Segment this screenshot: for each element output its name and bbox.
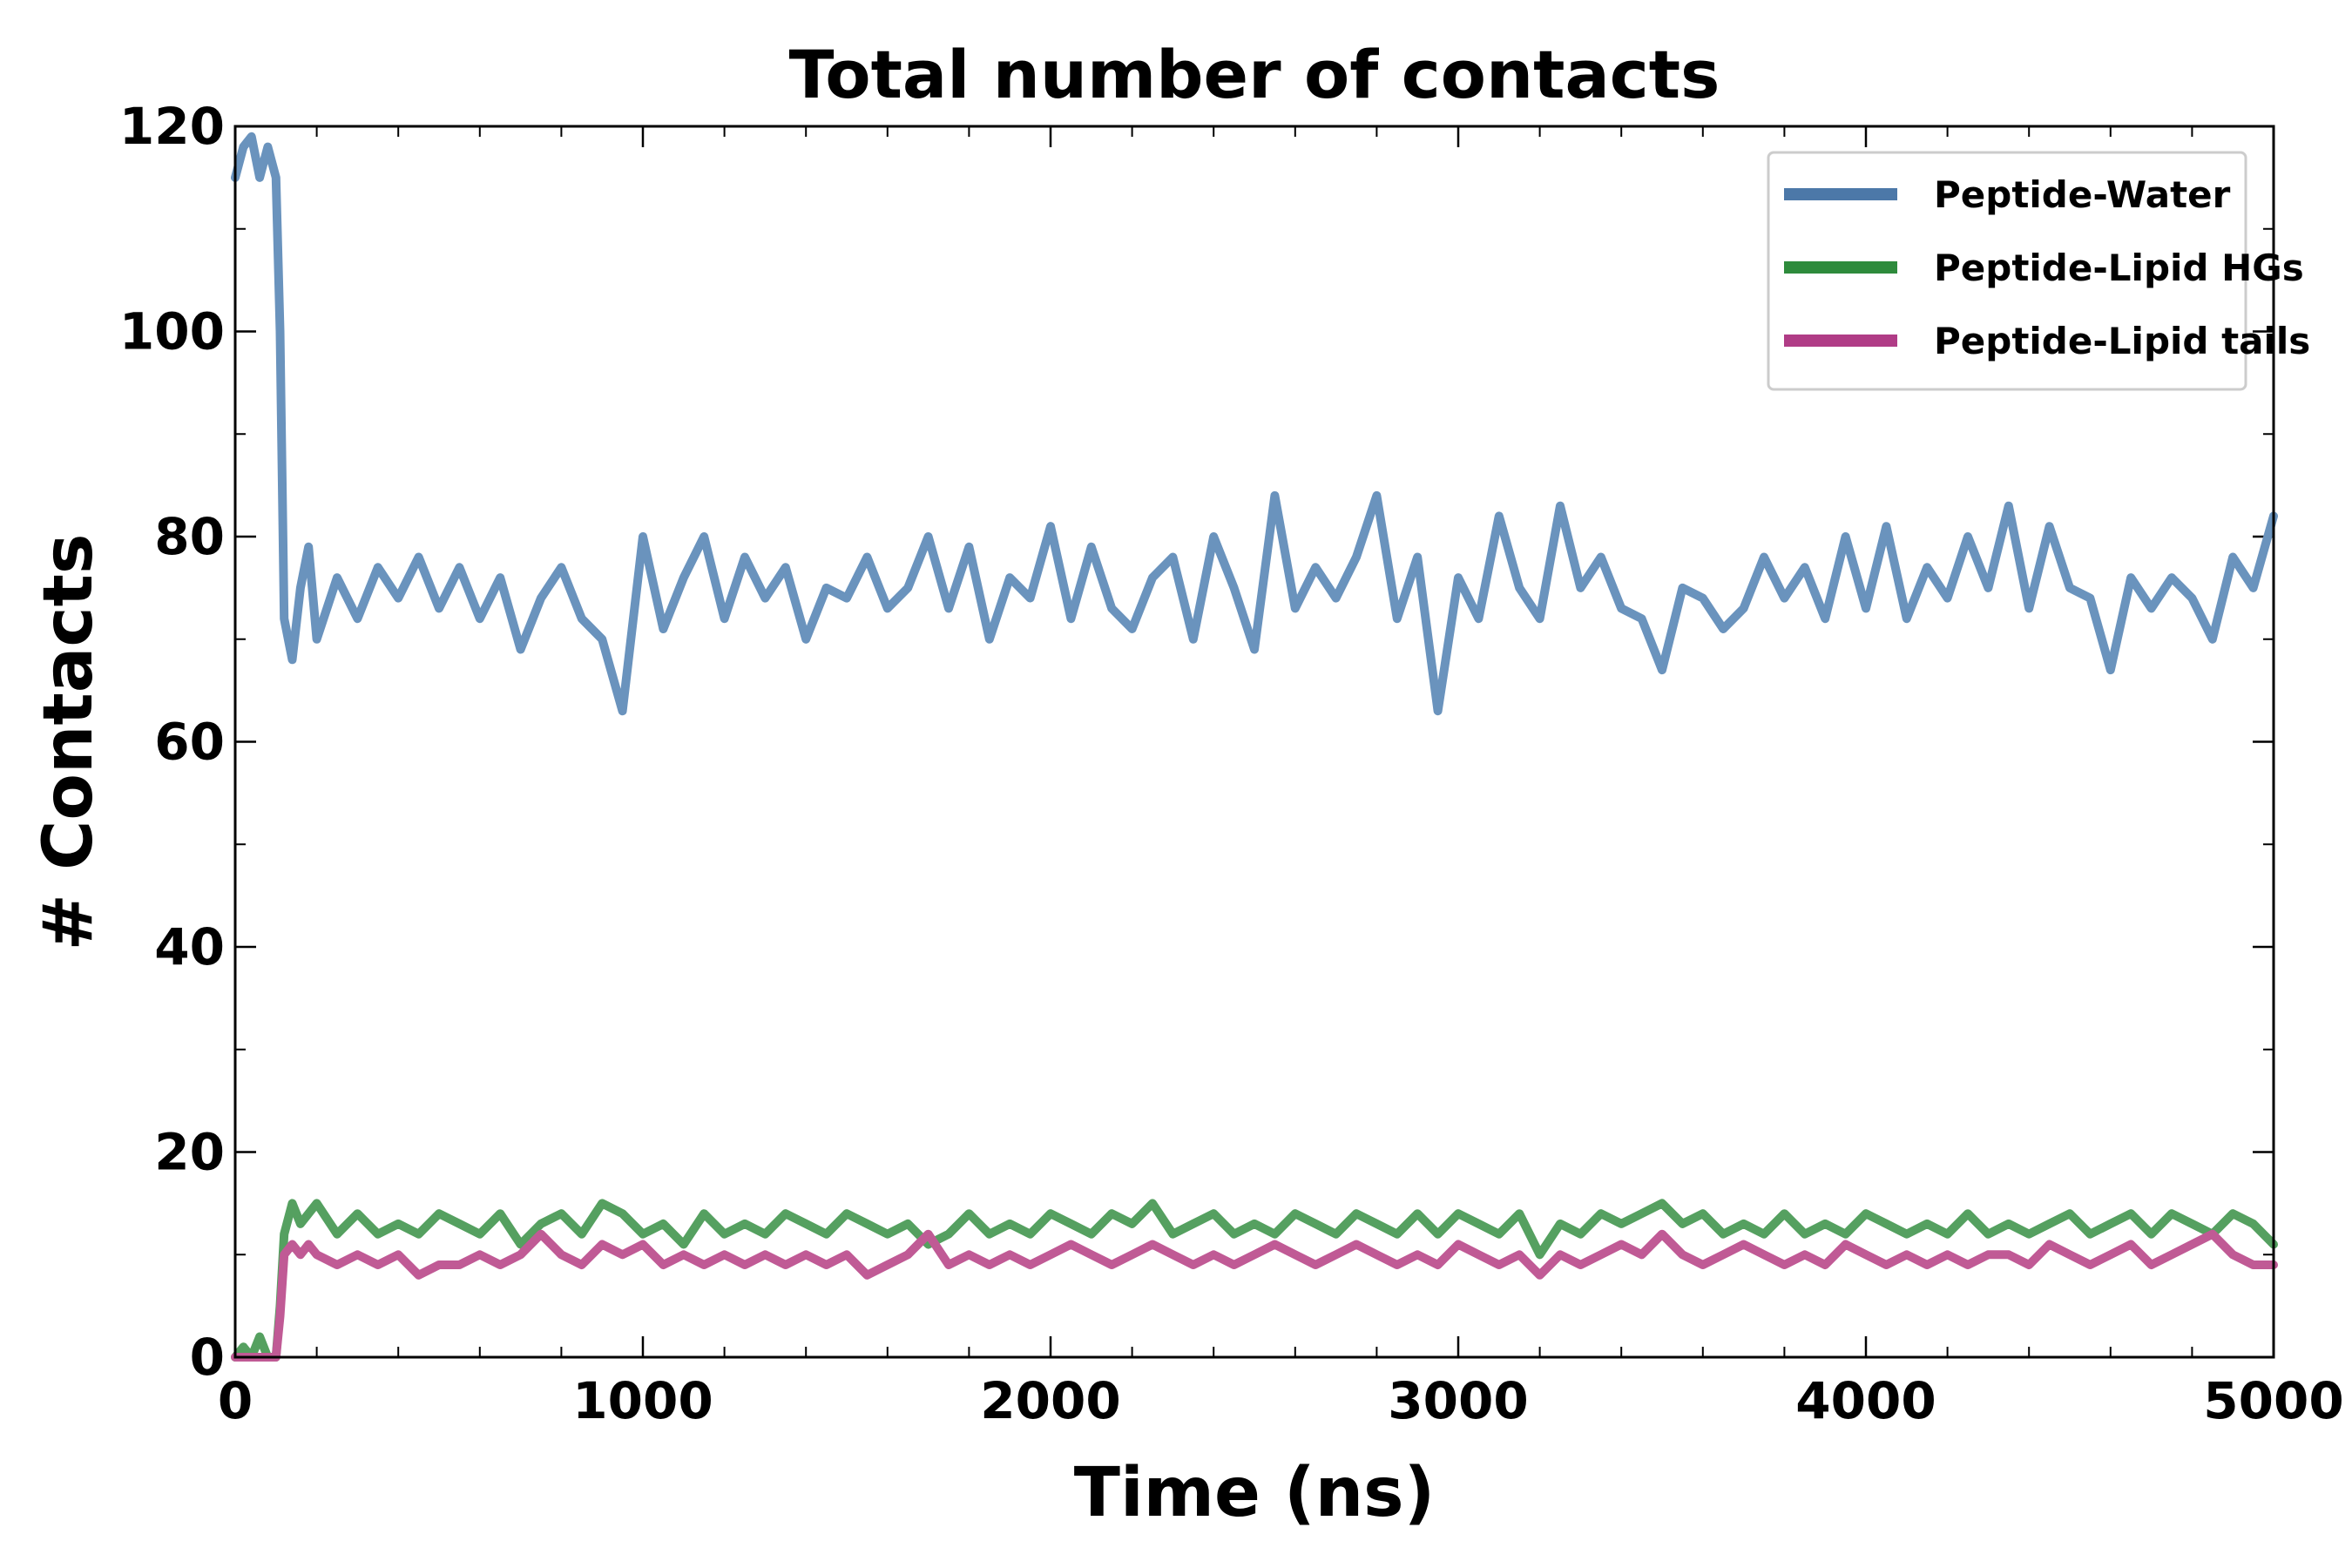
legend-label: Peptide-Lipid HGs [1934,247,2304,289]
y-tick-label: 40 [154,917,225,977]
y-tick-label: 0 [190,1328,225,1387]
x-tick-label: 5000 [2203,1371,2343,1430]
legend-label: Peptide-Lipid tails [1934,320,2310,362]
series-layer [231,132,2278,1362]
series-line-3 [231,1229,2278,1362]
legend: Peptide-Water Peptide-Lipid HGs Peptide-Li… [1767,151,2310,391]
series-line-2 [231,1199,2278,1362]
legend-box [1767,151,2247,391]
legend-label: Peptide-Water [1934,173,2231,216]
series-line-1 [231,132,2278,716]
x-tick-label: 1000 [572,1371,713,1430]
plot-frame [233,125,2275,1359]
y-tick-label: 60 [154,713,225,772]
x-tick-label: 4000 [1795,1371,1936,1430]
tick-layer: 0 1000 2000 3000 4000 5000 0 20 40 60 80 100 120 [119,97,2344,1430]
y-tick-label: 80 [154,507,225,566]
x-tick-label: 3000 [1388,1371,1528,1430]
x-axis-label: Time (ns) [1074,1454,1436,1532]
chart-title: Total number of contacts [789,36,1720,113]
x-tick-label: 0 [218,1371,253,1430]
x-tick-label: 2000 [980,1371,1120,1430]
y-tick-label: 120 [119,97,225,156]
y-axis-label: # Contacts [30,534,108,951]
y-tick-label: 20 [154,1123,225,1182]
y-tick-label: 100 [119,302,225,362]
